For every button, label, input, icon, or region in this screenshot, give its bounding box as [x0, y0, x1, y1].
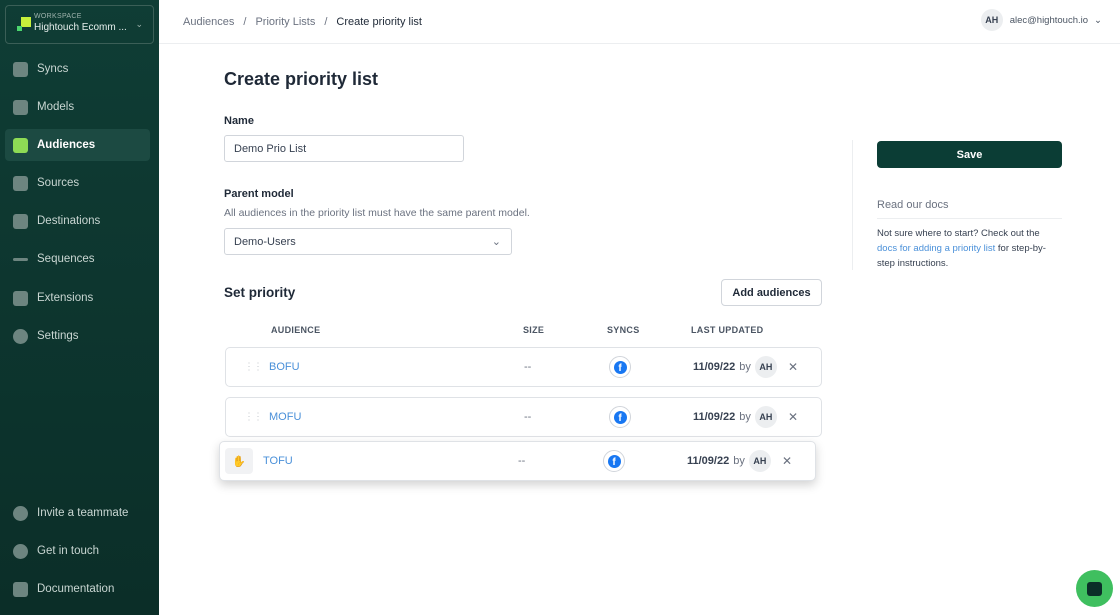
gear-icon — [13, 328, 28, 344]
parent-model-help: All audiences in the priority list must … — [224, 207, 530, 219]
sidebar-item-label: Models — [37, 101, 75, 113]
parent-model-value: Demo-Users — [234, 235, 296, 248]
sidebar-item-documentation[interactable]: Documentation — [5, 573, 150, 605]
sidebar-item-label: Sources — [37, 177, 80, 189]
sidebar: WORKSPACE Hightouch Ecomm ... ⌄ Syncs Mo… — [0, 0, 159, 615]
column-header-last-updated: LAST UPDATED — [691, 325, 764, 335]
sidebar-item-destinations[interactable]: Destinations — [5, 205, 150, 237]
drag-handle-icon[interactable]: ⋮⋮ — [244, 361, 263, 373]
user-email: alec@hightouch.io — [1009, 14, 1089, 26]
sidebar-item-invite[interactable]: Invite a teammate — [5, 497, 150, 529]
audience-link[interactable]: BOFU — [269, 361, 300, 373]
grab-hand-icon[interactable]: ✋ — [225, 448, 253, 474]
name-label: Name — [224, 115, 254, 127]
briefcase-icon — [13, 290, 28, 306]
docs-text: Not sure where to start? Check out the d… — [877, 228, 1046, 269]
chat-bubble-icon — [13, 543, 28, 559]
audience-size: -- — [524, 411, 532, 423]
sidebar-item-settings[interactable]: Settings — [5, 320, 150, 352]
workspace-logo-icon — [17, 17, 31, 31]
avatar: AH — [980, 9, 1003, 31]
chevron-down-icon: ⌄ — [135, 19, 143, 29]
breadcrumb-audiences[interactable]: Audiences — [183, 15, 235, 28]
sidebar-item-label: Audiences — [37, 139, 96, 151]
avatar: AH — [748, 450, 771, 472]
save-button[interactable]: Save — [877, 141, 1062, 168]
remove-icon[interactable]: ✕ — [788, 360, 799, 374]
models-icon — [13, 99, 28, 115]
breadcrumb-separator: / — [243, 15, 247, 28]
sidebar-item-label: Documentation — [37, 583, 115, 595]
chevron-down-icon: ⌄ — [1094, 14, 1102, 26]
name-input[interactable]: Demo Prio List — [224, 135, 464, 162]
workspace-switcher[interactable]: WORKSPACE Hightouch Ecomm ... ⌄ — [5, 5, 154, 44]
breadcrumb-priority-lists[interactable]: Priority Lists — [255, 15, 316, 28]
sidebar-item-extensions[interactable]: Extensions — [5, 282, 150, 314]
audience-link[interactable]: MOFU — [269, 411, 302, 423]
drag-handle-icon[interactable]: ⋮⋮ — [244, 411, 263, 423]
avatar: AH — [754, 356, 777, 378]
breadcrumb-separator: / — [324, 15, 328, 28]
database-icon — [13, 175, 28, 191]
set-priority-heading: Set priority — [224, 285, 296, 300]
add-audiences-button[interactable]: Add audiences — [721, 279, 822, 306]
dots-arrow-icon — [13, 257, 28, 261]
last-updated: 11/09/22 by AH — [693, 356, 777, 378]
last-updated: 11/09/22 by AH — [687, 450, 771, 472]
syncs-icon — [13, 61, 28, 77]
sidebar-item-label: Syncs — [37, 63, 69, 75]
table-row[interactable]: ⋮⋮ BOFU -- f 11/09/22 by AH ✕ — [225, 347, 822, 387]
sidebar-item-sources[interactable]: Sources — [5, 167, 150, 199]
facebook-sync-icon: f — [609, 406, 631, 428]
last-updated: 11/09/22 by AH — [693, 406, 777, 428]
audience-link[interactable]: TOFU — [263, 455, 293, 467]
chat-icon — [1087, 581, 1102, 596]
facebook-sync-icon: f — [603, 450, 625, 472]
audience-size: -- — [518, 455, 526, 467]
sidebar-item-sequences[interactable]: Sequences — [5, 243, 150, 275]
remove-icon[interactable]: ✕ — [782, 454, 793, 468]
breadcrumb-current: Create priority list — [336, 15, 422, 28]
sidebar-item-get-in-touch[interactable]: Get in touch — [5, 535, 150, 567]
sidebar-item-label: Invite a teammate — [37, 507, 129, 519]
workspace-name: Hightouch Ecomm ... — [34, 22, 127, 33]
parent-model-label: Parent model — [224, 188, 294, 200]
book-icon — [13, 581, 28, 597]
sidebar-item-label: Extensions — [37, 292, 94, 304]
sidebar-item-audiences[interactable]: Audiences — [5, 129, 150, 161]
sidebar-item-label: Sequences — [37, 253, 95, 265]
chat-widget-button[interactable] — [1076, 570, 1113, 607]
table-row[interactable]: ⋮⋮ MOFU -- f 11/09/22 by AH ✕ — [225, 397, 822, 437]
add-user-icon — [13, 505, 28, 521]
facebook-sync-icon: f — [609, 356, 631, 378]
avatar: AH — [754, 406, 777, 428]
sidebar-item-syncs[interactable]: Syncs — [5, 53, 150, 85]
docs-heading: Read our docs — [877, 199, 1062, 219]
sidebar-item-label: Get in touch — [37, 545, 100, 557]
audiences-icon — [13, 137, 28, 153]
parent-model-select[interactable]: Demo-Users ⌄ — [224, 228, 512, 255]
column-header-size: SIZE — [523, 325, 545, 335]
column-header-audience: AUDIENCE — [271, 325, 321, 335]
audience-size: -- — [524, 361, 532, 373]
page-title: Create priority list — [224, 69, 379, 89]
top-bar: Audiences / Priority Lists / Create priori… — [159, 0, 1120, 44]
table-row-dragging[interactable]: ✋ TOFU -- f 11/09/22 by AH ✕ — [219, 441, 816, 481]
sidebar-item-label: Destinations — [37, 215, 101, 227]
column-header-syncs: SYNCS — [607, 325, 640, 335]
user-menu[interactable]: AH alec@hightouch.io ⌄ — [980, 9, 1102, 31]
sidebar-item-label: Settings — [37, 330, 79, 342]
docs-link[interactable]: docs for adding a priority list — [877, 243, 996, 254]
sidebar-item-models[interactable]: Models — [5, 91, 150, 123]
grid-icon — [13, 213, 28, 229]
chevron-down-icon: ⌄ — [491, 236, 501, 248]
divider — [852, 140, 853, 270]
remove-icon[interactable]: ✕ — [788, 410, 799, 424]
workspace-label: WORKSPACE — [34, 13, 82, 20]
